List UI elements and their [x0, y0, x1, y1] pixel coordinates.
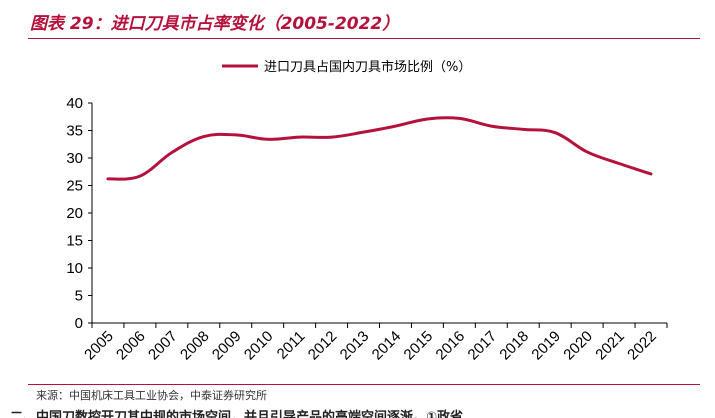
x-tick-label: 2019 [528, 328, 564, 364]
y-tick-label: 35 [66, 123, 83, 140]
y-tick-label: 10 [66, 260, 83, 277]
data-point [298, 136, 301, 139]
x-tick-label: 2009 [209, 328, 245, 364]
x-tick-label: 2021 [592, 328, 628, 364]
x-tick-label: 2012 [305, 328, 341, 364]
data-point [266, 138, 269, 141]
x-tick-label: 2014 [369, 328, 405, 364]
x-tick-label: 2011 [274, 328, 309, 363]
data-point [106, 177, 109, 180]
title-divider [28, 38, 700, 39]
y-tick-label: 15 [66, 233, 83, 250]
y-tick-label: 30 [66, 150, 83, 167]
data-point [362, 131, 365, 134]
series-layer [106, 116, 653, 181]
data-point [650, 172, 653, 175]
data-point [330, 136, 333, 139]
y-axis-ticks: 0 5 10 15 20 25 30 35 40 [66, 95, 92, 332]
x-tick-label: 2005 [81, 328, 117, 364]
source-note: 来源：中国机床工具工业协会，中泰证券研究所 [36, 389, 267, 402]
x-tick-label: 2013 [337, 328, 373, 364]
y-tick-label: 25 [66, 178, 83, 195]
x-tick-label: 2017 [465, 328, 501, 364]
x-tick-label: 2006 [113, 328, 149, 364]
legend-label: 进口刀具占国内刀具市场比例（%） [264, 59, 471, 75]
x-tick-label: 2008 [177, 328, 213, 364]
legend: 进口刀具占国内刀具市场比例（%） [222, 59, 471, 75]
data-point [490, 125, 493, 128]
x-tick-label: 2007 [145, 328, 181, 364]
x-tick-label: 2022 [624, 328, 660, 364]
data-point [554, 131, 557, 134]
data-point [234, 133, 237, 136]
x-tick-label: 2010 [241, 328, 277, 364]
axes [91, 103, 667, 324]
source-divider [28, 384, 700, 385]
data-point [522, 128, 525, 131]
data-point [586, 150, 589, 153]
data-point [138, 175, 141, 178]
series-line-0 [106, 116, 653, 181]
data-point [618, 162, 621, 165]
y-tick-label: 20 [66, 205, 83, 222]
x-tick-label: 2016 [433, 328, 469, 364]
truncated-body-text: 二、中国刀数控开刀其中规的市场空间，并且引导产品的高端空间逐渐。①政省 [10, 410, 464, 418]
data-point [202, 135, 205, 138]
x-tick-label: 2015 [401, 328, 437, 364]
data-point [426, 117, 429, 120]
x-axis-ticks: 2005200620072008200920102011201220132014… [81, 323, 668, 364]
x-tick-label: 2018 [496, 328, 532, 364]
data-point [458, 117, 461, 120]
data-point [394, 125, 397, 128]
x-tick-label: 2020 [560, 328, 596, 364]
data-point [170, 151, 173, 154]
y-tick-label: 5 [75, 288, 83, 305]
y-tick-label: 0 [75, 315, 83, 332]
y-tick-label: 40 [66, 95, 83, 112]
figure-title: 图表 29：进口刀具市占率变化（2005-2022） [30, 14, 400, 34]
